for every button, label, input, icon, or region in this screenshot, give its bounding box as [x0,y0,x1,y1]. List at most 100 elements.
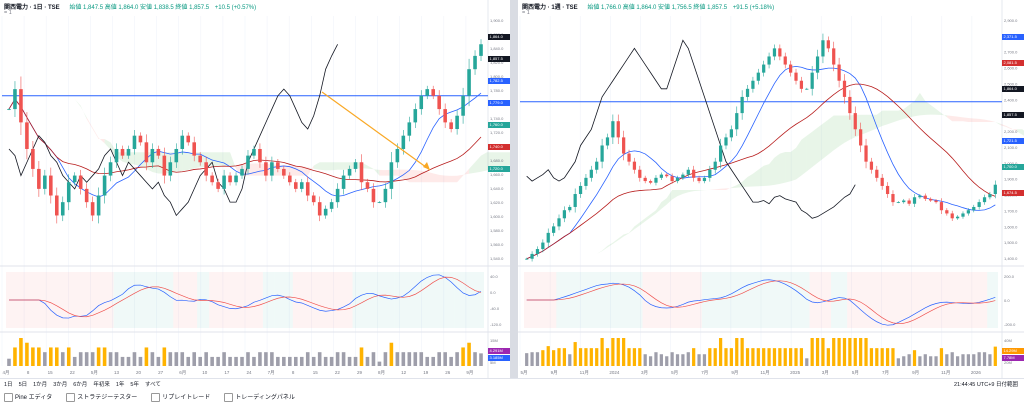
range-button-5[interactable]: 年初来 [93,382,110,388]
candle-body[interactable] [276,162,280,169]
candle-body[interactable] [85,189,89,202]
candle-body[interactable] [913,197,916,203]
candle-body[interactable] [875,170,878,178]
candle-body[interactable] [767,56,770,64]
candle-body[interactable] [198,156,202,163]
daily-chart-title[interactable]: 関西電力 · 1日 · TSE [4,5,60,11]
candle-body[interactable] [967,210,970,213]
candle-body[interactable] [115,149,119,162]
candle-body[interactable] [525,259,528,260]
candle-body[interactable] [574,194,577,207]
candle-body[interactable] [145,142,149,162]
candle-body[interactable] [378,202,382,203]
pane-divider[interactable] [510,0,518,378]
candle-body[interactable] [192,142,196,155]
candle-body[interactable] [234,176,238,183]
candle-body[interactable] [692,170,695,178]
candle-body[interactable] [988,194,991,197]
candle-body[interactable] [994,185,997,194]
candle-body[interactable] [67,182,71,202]
candle-body[interactable] [174,149,178,162]
candle-body[interactable] [687,170,690,175]
candle-body[interactable] [622,137,625,153]
candle-body[interactable] [425,89,429,96]
candle-body[interactable] [902,201,905,203]
candle-body[interactable] [258,149,262,162]
candle-body[interactable] [870,162,873,170]
candle-body[interactable] [109,162,113,175]
candle-body[interactable] [627,154,630,162]
candle-body[interactable] [638,170,641,178]
candle-body[interactable] [55,196,59,216]
candle-body[interactable] [832,48,835,64]
candle-body[interactable] [547,233,550,243]
candle-body[interactable] [216,182,220,189]
range-button-3[interactable]: 3か月 [53,382,67,388]
candle-body[interactable] [714,162,717,170]
candle-body[interactable] [757,73,760,81]
candle-body[interactable] [97,196,101,216]
candle-body[interactable] [805,89,808,90]
candle-body[interactable] [854,113,857,129]
tool-tab-1[interactable]: ストラテジーテスター [66,395,137,401]
candle-body[interactable] [348,169,352,176]
candle-body[interactable] [246,156,250,169]
candle-body[interactable] [330,202,334,209]
candle-body[interactable] [139,136,143,143]
candle-body[interactable] [918,196,921,198]
candle-body[interactable] [318,202,322,215]
candle-body[interactable] [773,48,776,56]
candle-body[interactable] [983,197,986,202]
candle-body[interactable] [821,40,824,56]
candle-body[interactable] [127,149,131,156]
candle-body[interactable] [294,182,298,189]
candle-body[interactable] [270,162,274,175]
candle-body[interactable] [557,218,560,226]
candle-body[interactable] [461,96,465,116]
candle-body[interactable] [473,56,477,69]
candle-body[interactable] [43,176,47,189]
candle-body[interactable] [633,162,636,170]
candle-body[interactable] [568,207,571,210]
candle-body[interactable] [843,81,846,97]
candle-body[interactable] [419,96,423,109]
candle-body[interactable] [934,201,937,203]
candle-body[interactable] [837,65,840,81]
candle-body[interactable] [204,162,208,175]
candle-body[interactable] [443,109,447,122]
candle-body[interactable] [730,129,733,137]
candle-body[interactable] [73,176,77,183]
candle-body[interactable] [864,145,867,161]
candle-body[interactable] [940,202,943,210]
candle-body[interactable] [396,149,400,162]
candle-body[interactable] [649,181,652,183]
candle-body[interactable] [924,196,927,199]
candle-body[interactable] [600,145,603,161]
candle-body[interactable] [402,136,406,149]
candle-body[interactable] [408,122,412,135]
candle-body[interactable] [789,65,792,73]
candle-body[interactable] [697,178,700,181]
candle-body[interactable] [91,202,95,215]
candle-body[interactable] [827,40,830,48]
candle-body[interactable] [951,213,954,218]
candle-body[interactable] [324,209,328,216]
candle-body[interactable] [681,175,684,178]
candle-body[interactable] [848,97,851,113]
candle-body[interactable] [762,65,765,73]
candle-body[interactable] [784,56,787,64]
candle-body[interactable] [31,149,35,169]
range-button-6[interactable]: 1年 [116,382,125,388]
candle-body[interactable] [151,149,155,162]
candle-body[interactable] [945,210,948,213]
candle-body[interactable] [708,170,711,178]
candle-body[interactable] [282,169,286,176]
candle-body[interactable] [956,217,959,219]
candle-body[interactable] [584,178,587,186]
candle-body[interactable] [354,162,358,169]
candle-body[interactable] [210,176,214,183]
